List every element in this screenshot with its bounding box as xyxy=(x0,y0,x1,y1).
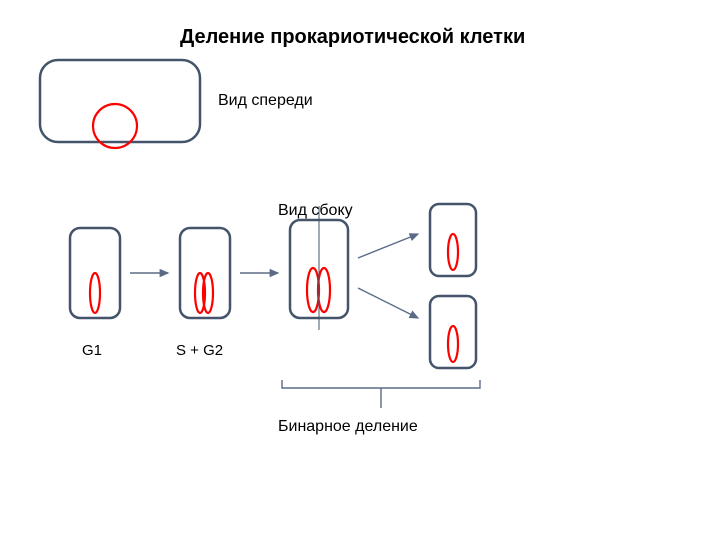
chromosome-ellipse xyxy=(448,326,458,362)
chromosome-ellipse xyxy=(448,234,458,270)
arrow-div-to-d1 xyxy=(358,234,418,258)
cell-daughter-1 xyxy=(430,204,476,276)
cell-daughter-2 xyxy=(430,296,476,368)
chromo-d1 xyxy=(448,234,458,270)
chromo-d2 xyxy=(448,326,458,362)
chromo-g1 xyxy=(90,273,100,313)
chromo-sg2 xyxy=(195,273,213,313)
arrow-div-to-d2 xyxy=(358,288,418,318)
front-cell xyxy=(40,60,200,142)
chromosome-ellipse xyxy=(90,273,100,313)
diagram-stage: Деление прокариотической клетки Вид спер… xyxy=(0,0,720,540)
diagram-svg xyxy=(0,0,720,540)
bracket xyxy=(282,380,480,408)
